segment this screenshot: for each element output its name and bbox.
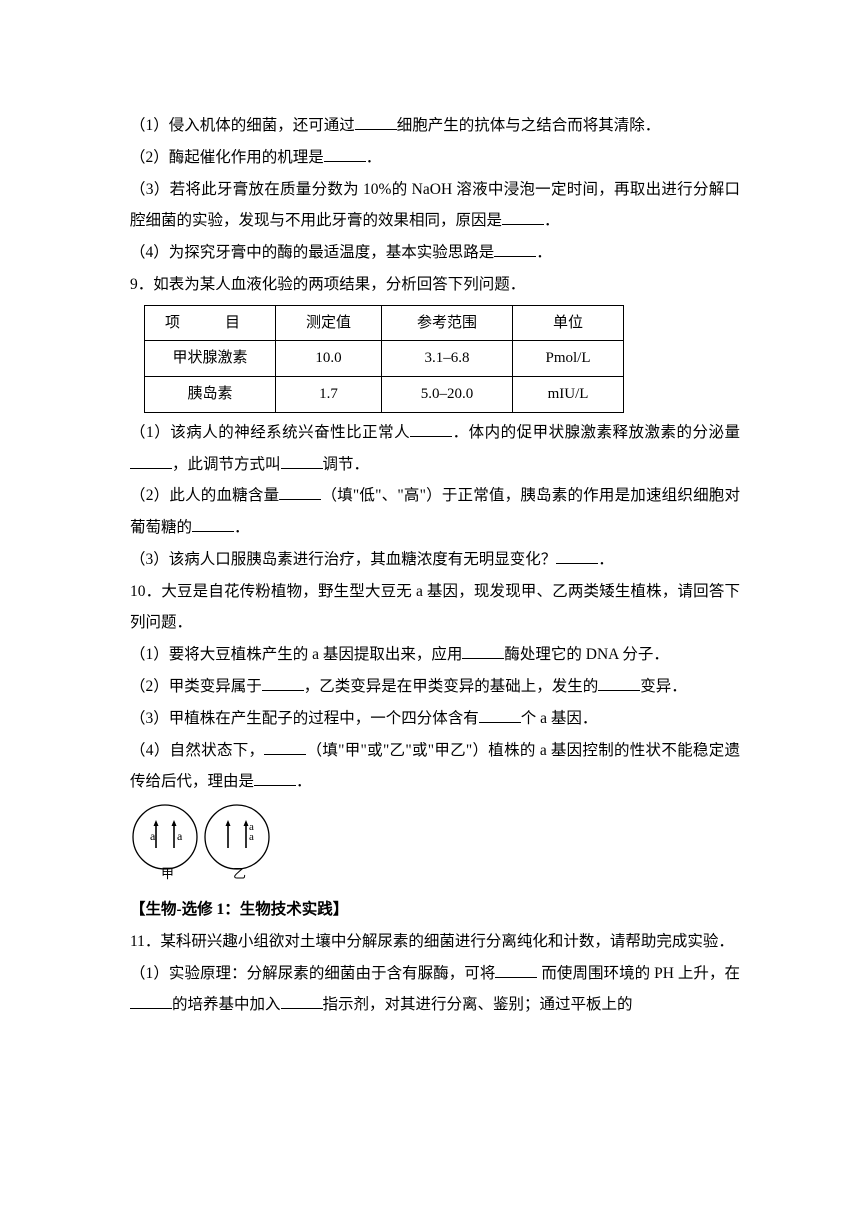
cell-insulin-range: 5.0–20.0 xyxy=(382,377,513,413)
q10-stem: 10．大豆是自花传粉植物，野生型大豆无 a 基因，现发现甲、乙两类矮生植株，请回… xyxy=(130,576,740,640)
q9-p1b: ．体内的促甲状腺激素释放激素的分泌量 xyxy=(452,424,740,441)
q9-part1: （1）该病人的神经系统兴奋性比正常人 ．体内的促甲状腺激素释放激素的分泌量 ，此调节… xyxy=(130,417,740,481)
q9-part2: （2）此人的血糖含量（填"低"、"高"）于正常值，胰岛素的作用是加速组织细胞对葡… xyxy=(130,480,740,544)
svg-text:a: a xyxy=(249,831,254,843)
q10-p4c: ． xyxy=(296,773,312,790)
q9-stem: 9．如表为某人血液化验的两项结果，分析回答下列问题． xyxy=(130,269,740,301)
blank-glucose-action[interactable] xyxy=(192,517,234,532)
th-range: 参考范围 xyxy=(382,305,513,341)
q8-part4: （4）为探究牙膏中的酶的最适温度，基本实验思路是 ． xyxy=(130,237,740,269)
th-unit: 单位 xyxy=(513,305,624,341)
q8-part2: （2）酶起催化作用的机理是 ． xyxy=(130,142,740,174)
cell-diagram: a a 甲 a a 乙 xyxy=(130,802,740,880)
q8-p3b-text: ． xyxy=(544,212,560,229)
table-row: 胰岛素 1.7 5.0–20.0 mIU/L xyxy=(145,377,624,413)
blank-oral-insulin[interactable] xyxy=(556,549,598,564)
q8-p4b-text: ． xyxy=(536,244,552,261)
q8-p1-text: （1）侵入机体的细菌，还可通过 xyxy=(130,117,355,134)
blank-variation-b[interactable] xyxy=(598,676,640,691)
blank-exp-idea[interactable] xyxy=(494,242,536,257)
q8-p2b-text: ． xyxy=(366,149,382,166)
q10-p4a: （4）自然状态下， xyxy=(130,742,264,759)
q11-p1d: 指示剂，对其进行分离、鉴别；通过平板上的 xyxy=(323,996,633,1013)
q8-p1b-text: 细胞产生的抗体与之结合而将其清除． xyxy=(397,117,661,134)
svg-text:a: a xyxy=(150,829,156,843)
q8-part1: （1）侵入机体的细菌，还可通过 细胞产生的抗体与之结合而将其清除． xyxy=(130,110,740,142)
q9-p3b: ． xyxy=(598,551,614,568)
blank-regulation[interactable] xyxy=(281,454,323,469)
cell-thyroid-range: 3.1–6.8 xyxy=(382,341,513,377)
q10-p1a: （1）要将大豆植株产生的 a 基因提取出来，应用 xyxy=(130,646,462,663)
q8-p2a-text: （2）酶起催化作用的机理是 xyxy=(130,149,324,166)
q10-p2c: 变异． xyxy=(640,678,687,695)
q10-part2: （2）甲类变异属于 ，乙类变异是在甲类变异的基础上，发生的 变异． xyxy=(130,671,740,703)
blank-excitability[interactable] xyxy=(410,422,452,437)
q10-p3a: （3）甲植株在产生配子的过程中，一个四分体含有 xyxy=(130,710,479,727)
blank-urease-product[interactable] xyxy=(495,963,537,978)
diagram-left-label: 甲 xyxy=(161,866,174,880)
diagram-right-label: 乙 xyxy=(233,866,246,880)
blank-which-plant[interactable] xyxy=(264,740,306,755)
blank-cell-type[interactable] xyxy=(355,115,397,130)
q10-p3b: 个 a 基因． xyxy=(521,710,598,727)
q11-p1c: 的培养基中加入 xyxy=(172,996,281,1013)
page: （1）侵入机体的细菌，还可通过 细胞产生的抗体与之结合而将其清除． （2）酶起催化… xyxy=(0,0,860,1081)
q11-p1a: （1）实验原理：分解尿素的细菌由于含有脲酶，可将 xyxy=(130,965,495,982)
cell-insulin-val: 1.7 xyxy=(276,377,382,413)
q11-part1: （1）实验原理：分解尿素的细菌由于含有脲酶，可将 而使周围环境的 PH 上升，在… xyxy=(130,958,740,1022)
th-item-text: 项 目 xyxy=(165,315,255,331)
blank-sugar-level[interactable] xyxy=(279,485,321,500)
section-heading: 【生物-选修 1：生物技术实践】 xyxy=(130,894,740,926)
q9-p2a: （2）此人的血糖含量 xyxy=(130,487,279,504)
q10-part3: （3）甲植株在产生配子的过程中，一个四分体含有 个 a 基因． xyxy=(130,703,740,735)
q9-p1d: 调节． xyxy=(323,456,370,473)
cell-thyroid-val: 10.0 xyxy=(276,341,382,377)
q10-p1b: 酶处理它的 DNA 分子． xyxy=(504,646,668,663)
blank-reason[interactable] xyxy=(502,210,544,225)
blank-variation-a[interactable] xyxy=(262,676,304,691)
q10-part4: （4）自然状态下，（填"甲"或"乙"或"甲乙"）植株的 a 基因控制的性状不能稳… xyxy=(130,735,740,799)
th-item: 项 目 xyxy=(145,305,276,341)
q10-p2a: （2）甲类变异属于 xyxy=(130,678,262,695)
table-row: 甲状腺激素 10.0 3.1–6.8 Pmol/L xyxy=(145,341,624,377)
cell-thyroid-unit: Pmol/L xyxy=(513,341,624,377)
blank-inherit-reason[interactable] xyxy=(254,771,296,786)
svg-text:a: a xyxy=(177,829,183,843)
blank-enzyme-name[interactable] xyxy=(462,644,504,659)
q9-p2c: ． xyxy=(234,519,250,536)
cell-thyroid: 甲状腺激素 xyxy=(145,341,276,377)
q11-stem: 11．某科研兴趣小组欲对土壤中分解尿素的细菌进行分离纯化和计数，请帮助完成实验． xyxy=(130,926,740,958)
blank-secretion[interactable] xyxy=(130,454,172,469)
q9-table: 项 目 测定值 参考范围 单位 甲状腺激素 10.0 3.1–6.8 Pmol/… xyxy=(144,305,624,413)
table-header-row: 项 目 测定值 参考范围 单位 xyxy=(145,305,624,341)
q9-part3: （3）该病人口服胰岛素进行治疗，其血糖浓度有无明显变化？ ． xyxy=(130,544,740,576)
q11-p1b: 而使周围环境的 PH 上升，在 xyxy=(537,965,740,982)
blank-enzyme-mechanism[interactable] xyxy=(324,147,366,162)
cell-insulin-unit: mIU/L xyxy=(513,377,624,413)
q9-p1c: ，此调节方式叫 xyxy=(172,456,281,473)
blank-indicator[interactable] xyxy=(281,994,323,1009)
q8-p3-text: （3）若将此牙膏放在质量分数为 10%的 NaOH 溶液中浸泡一定时间，再取出进… xyxy=(130,181,740,230)
blank-medium[interactable] xyxy=(130,994,172,1009)
q10-part1: （1）要将大豆植株产生的 a 基因提取出来，应用 酶处理它的 DNA 分子． xyxy=(130,639,740,671)
q9-p1a: （1）该病人的神经系统兴奋性比正常人 xyxy=(130,424,410,441)
cell-diagram-svg: a a 甲 a a 乙 xyxy=(130,802,275,880)
q8-p4a-text: （4）为探究牙膏中的酶的最适温度，基本实验思路是 xyxy=(130,244,494,261)
th-measure: 测定值 xyxy=(276,305,382,341)
q10-p2b: ，乙类变异是在甲类变异的基础上，发生的 xyxy=(304,678,599,695)
blank-gene-count[interactable] xyxy=(479,708,521,723)
q8-part3: （3）若将此牙膏放在质量分数为 10%的 NaOH 溶液中浸泡一定时间，再取出进… xyxy=(130,174,740,238)
q9-p3a: （3）该病人口服胰岛素进行治疗，其血糖浓度有无明显变化？ xyxy=(130,551,556,568)
cell-insulin: 胰岛素 xyxy=(145,377,276,413)
